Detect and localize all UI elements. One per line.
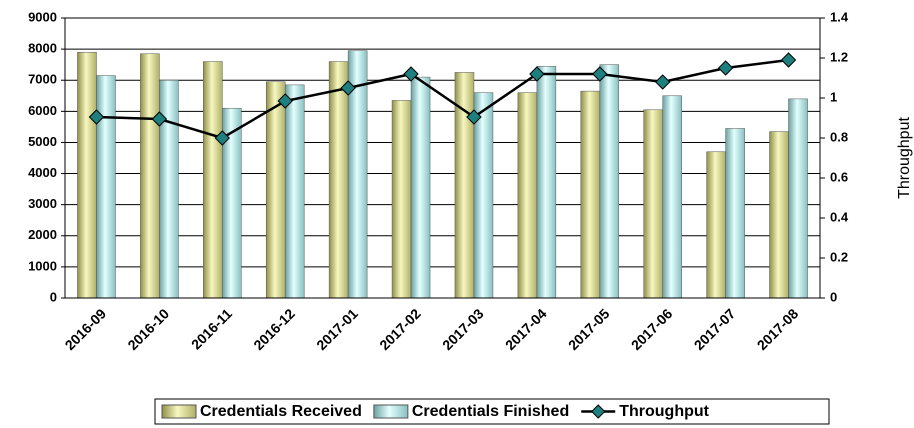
y2-tick-label: 0 [830,289,837,304]
bar [662,95,682,299]
legend-marker [591,404,606,419]
marker [780,52,797,68]
marker [466,109,482,125]
x-tick-label: 2017-08 [754,305,802,353]
bar [580,90,601,299]
bar [473,92,494,299]
bar [410,76,431,299]
y-tick-label: 9000 [28,9,57,24]
legend-label: Credentials Received [200,403,362,420]
x-tick-label: 2017-03 [439,305,487,353]
marker [592,66,608,82]
x-tick-label: 2016-11 [188,305,235,352]
legend-swatch [161,404,197,419]
bar [140,53,160,299]
bar [643,109,663,299]
y-tick-label: 8000 [28,41,57,56]
bar [159,79,179,299]
marker [655,74,671,90]
y2-tick-label: 1.4 [830,9,849,24]
y-tick-label: 6000 [28,103,57,118]
bar [706,151,726,299]
y-tick-label: 0 [50,289,57,304]
x-tick-label: 2017-05 [565,305,613,353]
x-tick-label: 2017-01 [313,305,361,353]
bar [391,100,412,299]
y2-tick-label: 1.2 [830,49,848,64]
line [96,58,789,140]
y2-axis-title: Throughput [896,117,913,199]
legend-swatch [373,404,409,419]
bar [284,84,305,299]
y-tick-label: 4000 [28,165,57,180]
x-tick-label: 2016-12 [250,305,298,353]
marker [403,66,419,82]
x-tick-label: 2017-04 [502,305,550,353]
y2-tick-label: 0.6 [830,169,848,184]
x-tick-label: 2016-10 [124,305,172,353]
y2-tick-label: 0.2 [830,249,848,264]
bar [599,64,620,299]
x-tick-label: 2016-09 [62,305,110,353]
x-tick-label: 2017-07 [691,305,739,353]
marker [214,130,230,146]
bar [265,81,286,299]
marker [529,66,545,82]
bar [536,65,557,299]
y-tick-label: 2000 [28,227,57,242]
y2-tick-label: 1 [830,89,837,104]
marker [88,109,105,125]
bar [96,75,116,299]
legend-label: Credentials Finished [412,403,569,420]
bar [725,128,745,299]
y2-tick-label: 0.4 [830,209,849,224]
x-tick-label: 2017-06 [628,305,676,353]
x-tick-label: 2017-02 [376,305,424,353]
y2-tick-label: 0.8 [830,129,848,144]
legend-label: Throughput [619,403,709,420]
bar [203,61,223,299]
marker [277,93,293,109]
marker [340,80,356,96]
y-tick-label: 7000 [28,72,57,87]
marker [717,60,734,76]
y-tick-label: 5000 [28,134,57,149]
y-tick-label: 3000 [28,196,57,211]
bar [77,51,97,299]
bar [788,98,808,299]
y-tick-label: 1000 [28,258,57,273]
bar [328,61,349,299]
legend-box [154,398,830,425]
marker [151,111,168,127]
bar [769,131,789,299]
bar [517,92,538,299]
